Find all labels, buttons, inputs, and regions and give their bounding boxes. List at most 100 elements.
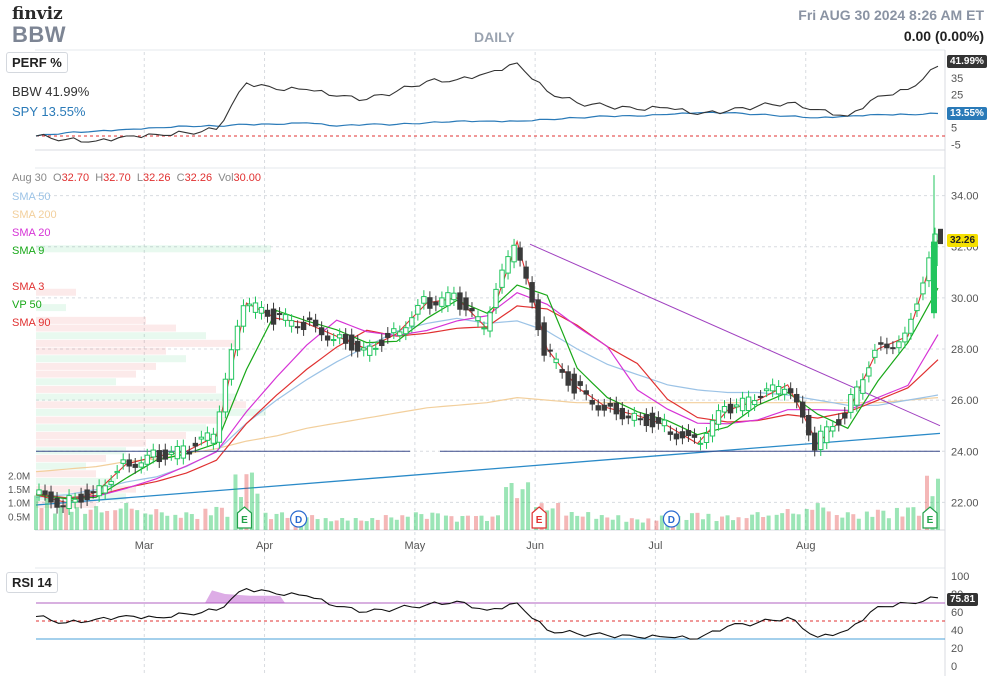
volume-bar	[520, 489, 525, 530]
month-label: Apr	[256, 540, 273, 552]
sma90-legend[interactable]: SMA 90	[12, 317, 51, 329]
last-price-badge: 32.26	[947, 234, 979, 247]
volume-bar	[383, 515, 388, 530]
price-tick-label: 34.00	[951, 191, 979, 203]
downtrend-line	[529, 243, 941, 427]
volume-bar	[599, 515, 604, 530]
rsi-tick-label: 0	[951, 661, 957, 673]
perf-panel-tag[interactable]: PERF %	[6, 52, 68, 73]
rsi-overbought-fill	[205, 590, 285, 603]
candle-body	[294, 326, 301, 329]
volume-bar	[165, 515, 170, 530]
volume-bar	[479, 515, 484, 530]
volume-bar	[143, 513, 148, 530]
spy-perf-label: SPY 13.55%	[12, 104, 86, 119]
candle-body	[391, 328, 397, 334]
earnings-marker[interactable]: E	[236, 506, 253, 529]
dividend-marker-shape	[290, 510, 308, 528]
earnings-marker-shape	[236, 506, 253, 529]
candle-body	[529, 282, 535, 303]
volume-bar	[834, 515, 839, 530]
candle-body	[902, 332, 908, 343]
volume-bars	[34, 472, 940, 530]
volume-bar	[413, 512, 418, 530]
ohlc-readout: Aug 30 O32.70 H32.70 L32.26 C32.26 Vol30…	[12, 172, 261, 184]
month-label: Jun	[526, 540, 544, 552]
spy-perf-line	[35, 111, 939, 137]
candle-body	[258, 306, 265, 314]
volume-bar	[851, 514, 856, 530]
volume-bar	[94, 506, 99, 530]
volume-bar	[400, 515, 405, 530]
finviz-logo[interactable]: finviz	[12, 4, 63, 24]
volume-bar	[189, 514, 194, 530]
ohlc-volume-label: Vol	[218, 172, 234, 184]
volume-bar	[45, 497, 49, 530]
candle-body	[577, 381, 583, 386]
dividend-marker[interactable]: D	[290, 510, 308, 528]
earnings-marker[interactable]: E	[531, 506, 547, 529]
volume-bar	[148, 514, 153, 530]
candle-body	[246, 303, 253, 307]
volume-bar	[159, 512, 164, 530]
candle-body	[769, 384, 776, 392]
sma9-legend[interactable]: SMA 9	[12, 245, 44, 257]
candle-body	[180, 445, 187, 459]
candle-body	[54, 497, 60, 508]
volume-bar	[586, 512, 591, 530]
candle-body	[475, 316, 481, 322]
candle-body	[234, 325, 241, 351]
candle-body	[745, 396, 752, 412]
volume-bar	[219, 507, 224, 530]
bbw-perf-label: BBW 41.99%	[12, 84, 90, 99]
dividend-marker[interactable]: D	[662, 510, 681, 528]
candle-body	[697, 442, 704, 445]
sma9-line	[35, 284, 939, 500]
volume-profile-bar	[36, 370, 136, 378]
candle-body	[397, 331, 403, 337]
month-label: May	[404, 540, 425, 552]
volume-bar	[564, 515, 569, 530]
perf-tick-label: 35	[951, 73, 963, 85]
sma20-legend[interactable]: SMA 20	[12, 227, 51, 239]
volume-bar	[449, 516, 454, 530]
volume-bar	[375, 519, 380, 530]
candle-body	[709, 420, 716, 437]
candle-body	[433, 301, 439, 306]
candle-body	[830, 426, 836, 432]
vp50-legend[interactable]: VP 50	[12, 299, 42, 311]
candle-body	[818, 430, 824, 451]
volume-profile-bar	[36, 316, 146, 324]
candle-body	[565, 371, 571, 386]
volume-profile-bar	[36, 431, 186, 439]
earnings-marker[interactable]: E	[922, 506, 938, 529]
volume-profile-bar	[36, 462, 86, 470]
candle-body	[415, 304, 421, 315]
rsi-tick-label: 20	[951, 643, 963, 655]
volume-profile-bar	[36, 332, 206, 340]
rsi-line	[35, 588, 945, 640]
candle-body	[721, 406, 728, 413]
volume-bar	[269, 519, 274, 530]
volume-bar	[280, 512, 285, 530]
candle-body	[884, 343, 890, 349]
price-tick-label: 24.00	[951, 446, 979, 458]
volume-bar	[419, 514, 424, 530]
sma200-legend[interactable]: SMA 200	[12, 209, 57, 221]
candle-body	[439, 297, 445, 307]
candle-body	[276, 313, 283, 316]
sma3-legend[interactable]: SMA 3	[12, 281, 44, 293]
event-marker-label: D	[295, 515, 302, 526]
candle-body	[156, 450, 162, 463]
period-label[interactable]: DAILY	[474, 29, 515, 45]
volume-bar	[725, 515, 730, 530]
candle-body	[655, 417, 662, 424]
candle-body	[240, 305, 247, 327]
rsi-panel-tag[interactable]: RSI 14	[6, 572, 58, 593]
volume-tick-label: 1.0M	[8, 499, 30, 510]
volume-bar	[405, 516, 410, 530]
sma50-legend[interactable]: SMA 50	[12, 191, 51, 203]
volume-bar	[815, 503, 820, 530]
volume-bar	[225, 516, 230, 530]
